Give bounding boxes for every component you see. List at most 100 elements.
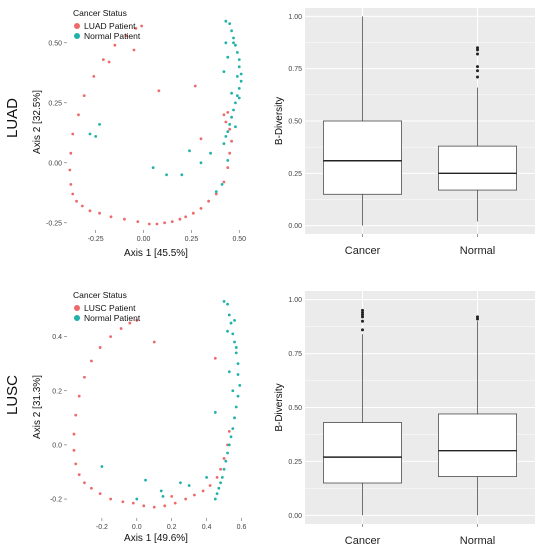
normal-point bbox=[237, 65, 241, 69]
normal-point bbox=[227, 370, 231, 374]
box-normal bbox=[438, 145, 517, 191]
pcoa-plot-lusc: -0.2 0.0 0.2 0.4 0.6 -0.2 0.0 0.2 0.4 Axis 1 [49.… bbox=[32, 290, 246, 544]
x-tick-label: 0.6 bbox=[237, 524, 247, 531]
normal-point bbox=[215, 492, 219, 496]
legend-marker bbox=[74, 23, 80, 29]
normal-point bbox=[213, 411, 217, 414]
normal-point bbox=[224, 19, 228, 23]
y-tick-label: 0.00 bbox=[288, 223, 302, 230]
normal-point bbox=[226, 55, 230, 59]
cancer-point bbox=[109, 497, 113, 501]
cancer-point bbox=[152, 505, 156, 509]
x-tick-label: 0.2 bbox=[167, 524, 177, 531]
normal-point bbox=[229, 321, 233, 325]
normal-point bbox=[231, 389, 235, 393]
normal-point bbox=[100, 465, 104, 468]
cancer-point bbox=[228, 151, 232, 155]
pcoa-plot-luad: -0.25 0.00 0.25 0.50 -0.25 0.00 0.25 0.50 Axis 1… bbox=[32, 8, 246, 259]
y-tick-label: 1.00 bbox=[288, 297, 302, 304]
outlier-point bbox=[361, 313, 364, 317]
cancer-point bbox=[170, 220, 174, 224]
cancer-point bbox=[192, 493, 196, 497]
normal-point bbox=[205, 475, 209, 479]
cancer-point bbox=[131, 501, 135, 505]
x-tick-label: 0.50 bbox=[232, 236, 246, 243]
x-tick-label: 0.0 bbox=[132, 524, 142, 531]
cancer-point bbox=[155, 222, 159, 226]
outlier-point bbox=[476, 52, 479, 56]
box-cancer bbox=[323, 422, 402, 484]
y-tick-label: 0.25 bbox=[288, 459, 302, 466]
cancer-point bbox=[199, 207, 203, 210]
cancer-point bbox=[207, 199, 211, 203]
normal-point bbox=[234, 346, 238, 349]
y-tick-label: 0.75 bbox=[288, 351, 302, 358]
normal-point bbox=[214, 190, 218, 194]
legend-entry: LUSC Patient bbox=[84, 303, 136, 313]
normal-point bbox=[227, 313, 231, 317]
normal-point bbox=[234, 43, 237, 47]
cancer-point bbox=[152, 340, 156, 344]
normal-point bbox=[232, 108, 235, 112]
normal-point bbox=[235, 94, 239, 97]
normal-point bbox=[135, 497, 139, 501]
normal-point bbox=[239, 72, 243, 76]
y-tick-label: 0.00 bbox=[48, 160, 62, 167]
normal-point bbox=[230, 91, 234, 95]
normal-point bbox=[238, 383, 242, 387]
normal-point bbox=[188, 149, 191, 153]
outlier-point bbox=[361, 315, 364, 319]
normal-point bbox=[235, 75, 239, 78]
legend-entry: Normal Patient bbox=[84, 313, 141, 323]
legend-entry: LUAD Patient bbox=[84, 21, 136, 31]
cancer-point bbox=[163, 221, 167, 225]
cancer-point bbox=[124, 34, 128, 37]
cancer-point bbox=[228, 127, 232, 131]
cancer-point bbox=[68, 168, 72, 172]
cancer-point bbox=[107, 60, 111, 64]
cancer-point bbox=[72, 448, 76, 452]
category-label: Cancer bbox=[345, 245, 381, 257]
y-tick-label: 1.00 bbox=[288, 14, 302, 21]
outlier-point bbox=[361, 308, 364, 312]
cancer-point bbox=[82, 94, 86, 97]
y-tick-label: 0.00 bbox=[288, 513, 302, 520]
y-tick-label: 0.50 bbox=[288, 405, 302, 412]
normal-point bbox=[230, 115, 234, 119]
y-tick-label: 0.75 bbox=[288, 66, 302, 73]
normal-point bbox=[237, 87, 241, 90]
normal-point bbox=[213, 497, 217, 501]
cancer-point bbox=[140, 24, 144, 28]
cancer-point bbox=[208, 484, 212, 487]
cancer-point bbox=[222, 457, 226, 460]
cancer-point bbox=[77, 394, 81, 398]
cancer-point bbox=[222, 180, 226, 184]
outlier-point bbox=[476, 65, 479, 69]
normal-point bbox=[199, 161, 203, 165]
x-tick-label: 0.00 bbox=[137, 236, 151, 243]
category-label: Cancer bbox=[345, 535, 381, 547]
box-cancer bbox=[323, 120, 402, 195]
cancer-point bbox=[98, 211, 101, 215]
normal-point bbox=[151, 166, 155, 170]
cancer-point bbox=[226, 111, 230, 114]
cancer-point bbox=[214, 192, 218, 196]
normal-point bbox=[234, 405, 238, 409]
normal-point bbox=[209, 151, 212, 155]
cancer-point bbox=[128, 321, 132, 325]
normal-point bbox=[187, 484, 191, 487]
cancer-point bbox=[98, 492, 102, 496]
outlier-point bbox=[476, 317, 479, 321]
y-tick-label: 0.4 bbox=[52, 334, 62, 341]
legend-title: Cancer Status bbox=[73, 290, 127, 300]
normal-point bbox=[235, 51, 239, 54]
cancer-point bbox=[109, 215, 113, 219]
cancer-point bbox=[219, 467, 222, 471]
normal-point bbox=[234, 125, 237, 129]
outlier-point bbox=[476, 315, 479, 319]
x-tick-label: 0.25 bbox=[185, 236, 199, 243]
cancer-point bbox=[135, 318, 139, 322]
normal-point bbox=[226, 159, 230, 162]
normal-point bbox=[88, 132, 92, 136]
